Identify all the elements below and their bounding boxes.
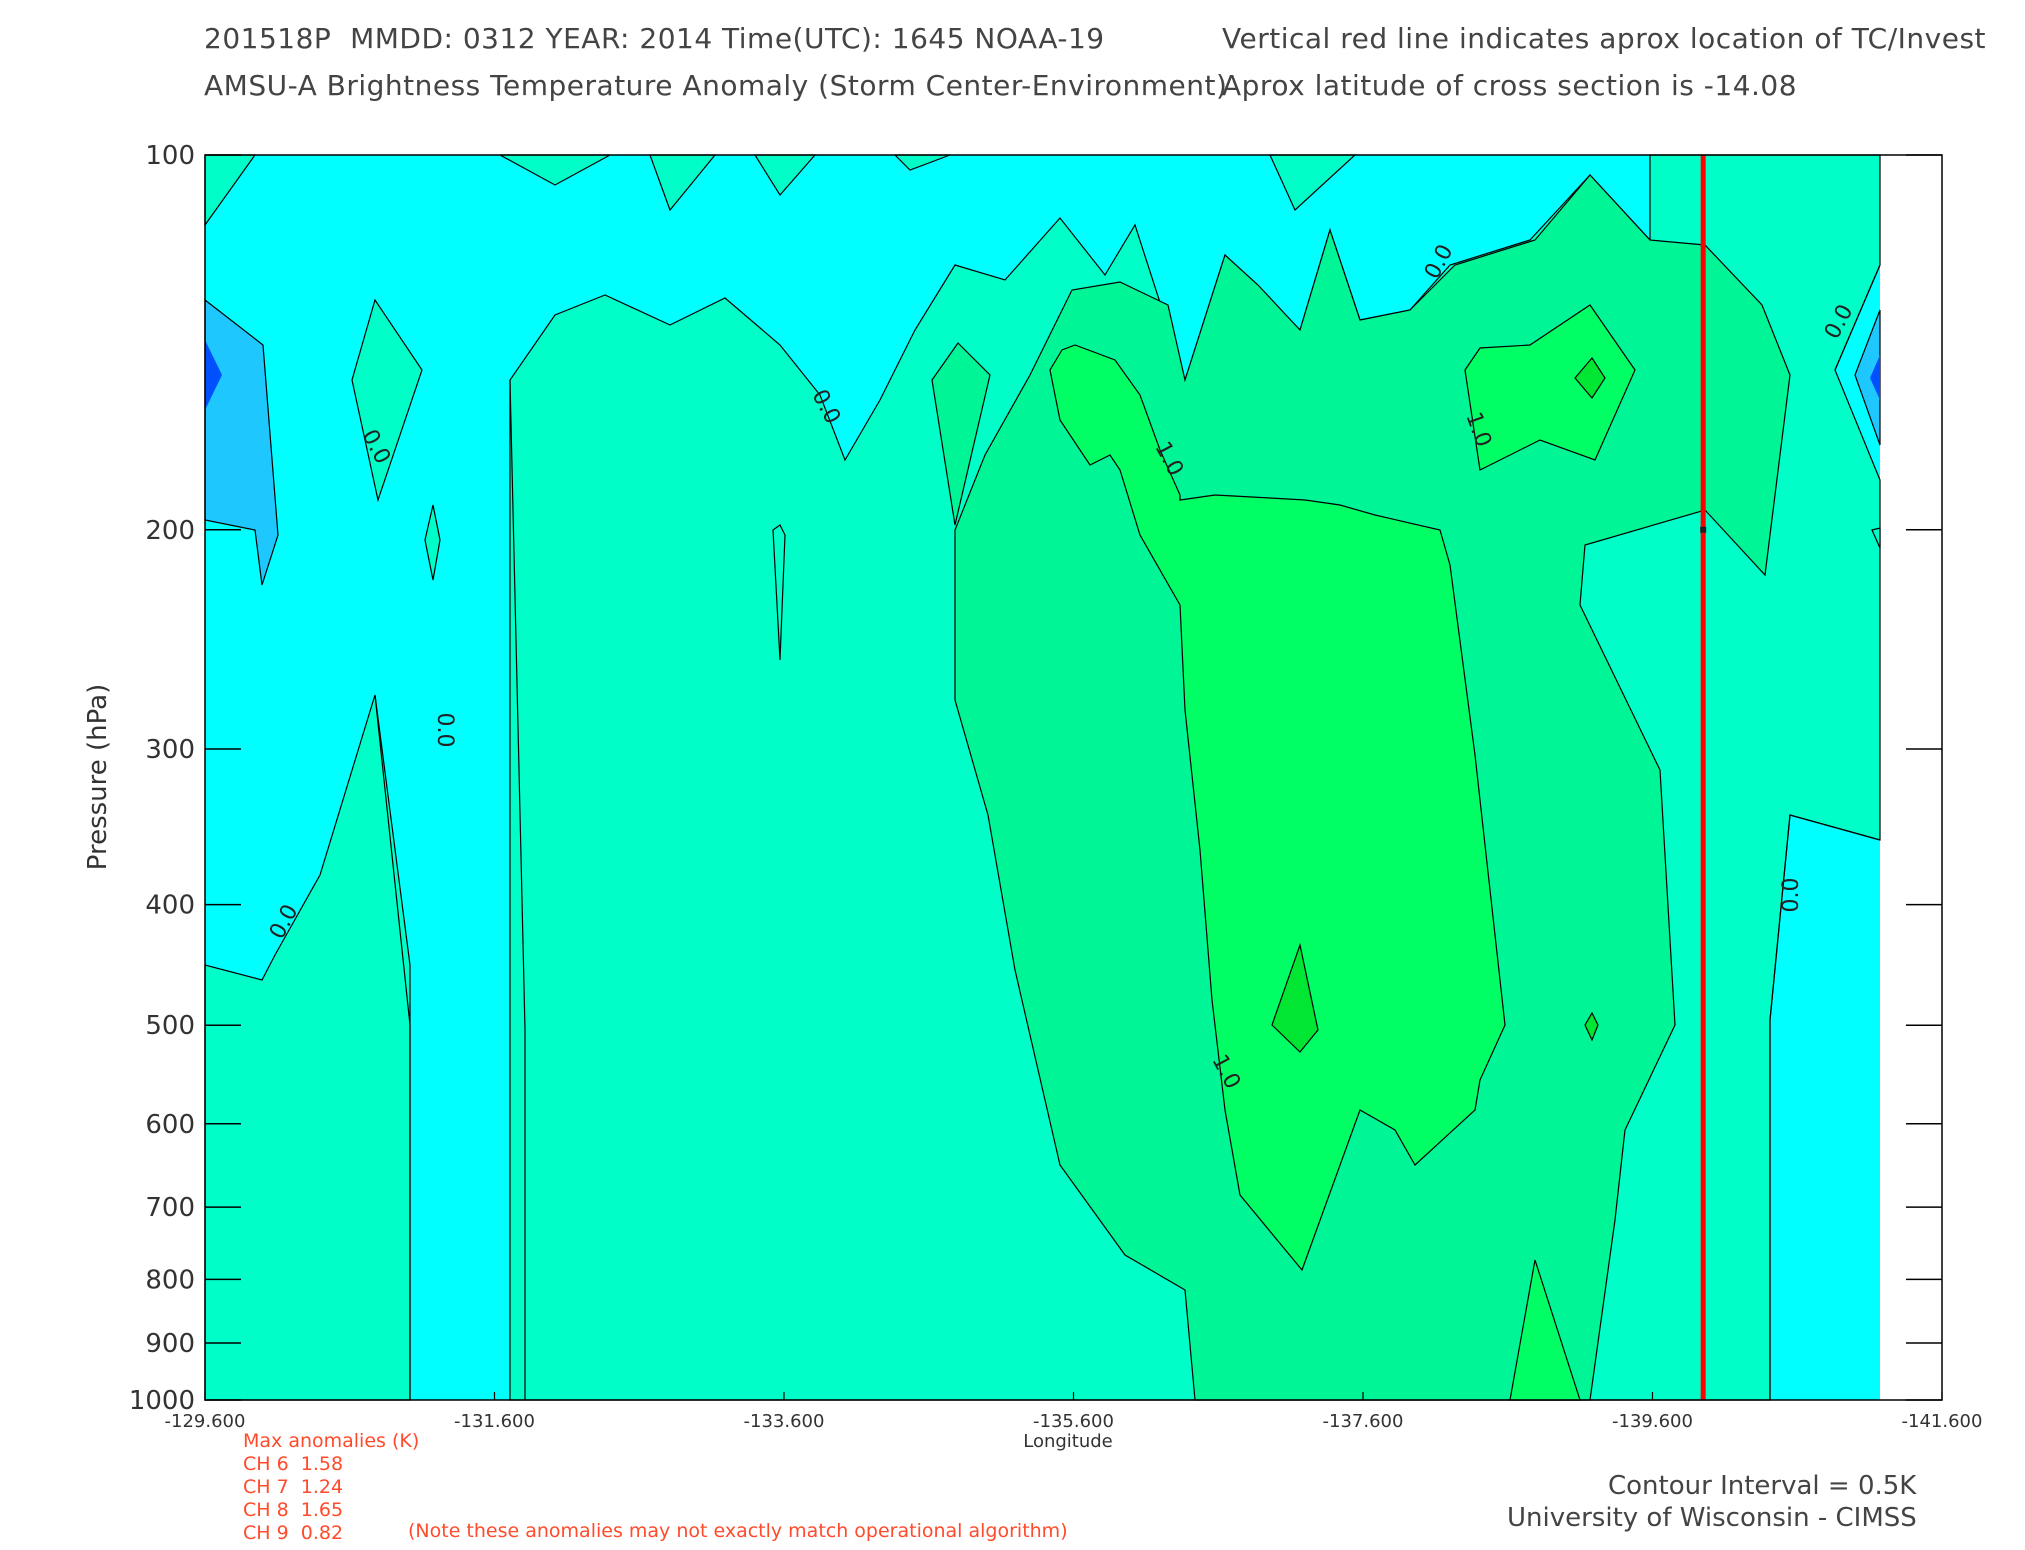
header-line2-left: AMSU-A Brightness Temperature Anomaly (S… bbox=[204, 69, 1228, 102]
fill-band-0-island3 bbox=[772, 524, 786, 661]
contour-line-left2 bbox=[509, 379, 526, 1400]
header-line1-left: 201518P MMDD: 0312 YEAR: 2014 Time(UTC):… bbox=[204, 22, 1105, 55]
anomaly-channel: CH 9 bbox=[243, 1522, 289, 1544]
fill-band-15-spot3 bbox=[1584, 1011, 1599, 1042]
y-tick-label: 1000 bbox=[129, 1386, 195, 1416]
x-tick-label: -131.600 bbox=[454, 1411, 535, 1432]
anomalies-note: (Note these anomalies may not exactly ma… bbox=[408, 1520, 1068, 1542]
fill-no-data-strip bbox=[1880, 155, 1942, 1400]
fill-band-0-island2 bbox=[424, 504, 441, 581]
header-line1-right: Vertical red line indicates aprox locati… bbox=[1222, 22, 1987, 55]
y-axis-label: Pressure (hPa) bbox=[83, 684, 113, 871]
contour-interval: Contour Interval = 0.5K bbox=[1608, 1471, 1917, 1501]
y-tick-label: 600 bbox=[145, 1110, 195, 1140]
x-axis-ticks: -129.600 -131.600 -133.600 -135.600 -137.600… bbox=[165, 1392, 1983, 1432]
y-tick-label: 800 bbox=[145, 1265, 195, 1295]
fill-band-15-spot1 bbox=[1271, 942, 1319, 1053]
contour-line-left1 bbox=[374, 694, 411, 1400]
contour-line-right2 bbox=[1834, 264, 1881, 371]
anomaly-value: 1.24 bbox=[288, 1476, 344, 1498]
fill-band-0-island1 bbox=[351, 298, 423, 503]
x-tick-label: -133.600 bbox=[744, 1411, 825, 1432]
anomaly-value: 0.82 bbox=[288, 1522, 344, 1544]
fill-band-1-upper-right bbox=[1464, 304, 1636, 471]
y-tick-label: 900 bbox=[145, 1329, 195, 1359]
y-tick-label: 700 bbox=[145, 1193, 195, 1223]
anomaly-row: CH 8 1.65 bbox=[243, 1499, 343, 1521]
anomaly-channel: CH 7 bbox=[243, 1476, 289, 1498]
x-tick-label: -137.600 bbox=[1323, 1411, 1404, 1432]
anomaly-row: CH 9 0.82 bbox=[243, 1522, 343, 1544]
credit: University of Wisconsin - CIMSS bbox=[1507, 1503, 1917, 1533]
x-tick-label: -135.600 bbox=[1033, 1411, 1114, 1432]
x-tick-label: -141.600 bbox=[1902, 1411, 1983, 1432]
anomaly-channel: CH 6 bbox=[243, 1453, 289, 1475]
y-tick-label: 400 bbox=[145, 891, 195, 921]
header-line2-right: Aprox latitude of cross section is -14.0… bbox=[1222, 69, 1798, 102]
anomaly-value: 1.65 bbox=[288, 1499, 344, 1521]
x-axis-label: Longitude bbox=[1023, 1431, 1113, 1452]
anomaly-row: CH 6 1.58 bbox=[243, 1453, 343, 1475]
anomaly-value: 1.58 bbox=[288, 1453, 344, 1475]
fill-band-15-spot2 bbox=[1574, 356, 1606, 400]
fill-band-05-island bbox=[931, 342, 991, 526]
fill-band-min-right bbox=[1870, 355, 1880, 400]
anomaly-row: CH 7 1.24 bbox=[243, 1476, 343, 1498]
x-tick-label: -129.600 bbox=[165, 1411, 246, 1432]
y-tick-label: 500 bbox=[145, 1011, 195, 1041]
storm-center-marker bbox=[1700, 526, 1707, 533]
fill-band-1-main bbox=[1049, 344, 1506, 1272]
y-tick-label: 300 bbox=[145, 735, 195, 765]
contour-line-right bbox=[1769, 814, 1881, 1400]
y-axis-ticks: 100 200 300 400 500 600 700 800 900 1000 bbox=[129, 141, 1942, 1416]
contour-label: 0.0 bbox=[1779, 878, 1804, 913]
y-tick-label: 100 bbox=[145, 141, 195, 171]
contour-fills bbox=[204, 154, 1942, 1401]
contour-label: 0.0 bbox=[432, 713, 457, 748]
fill-band-0-right-tip bbox=[1871, 527, 1881, 549]
y-tick-label: 200 bbox=[145, 516, 195, 546]
anomalies-title: Max anomalies (K) bbox=[243, 1430, 420, 1452]
fill-band-min-left bbox=[205, 340, 222, 410]
anomaly-channel: CH 8 bbox=[243, 1499, 289, 1521]
x-tick-label: -139.600 bbox=[1612, 1411, 1693, 1432]
